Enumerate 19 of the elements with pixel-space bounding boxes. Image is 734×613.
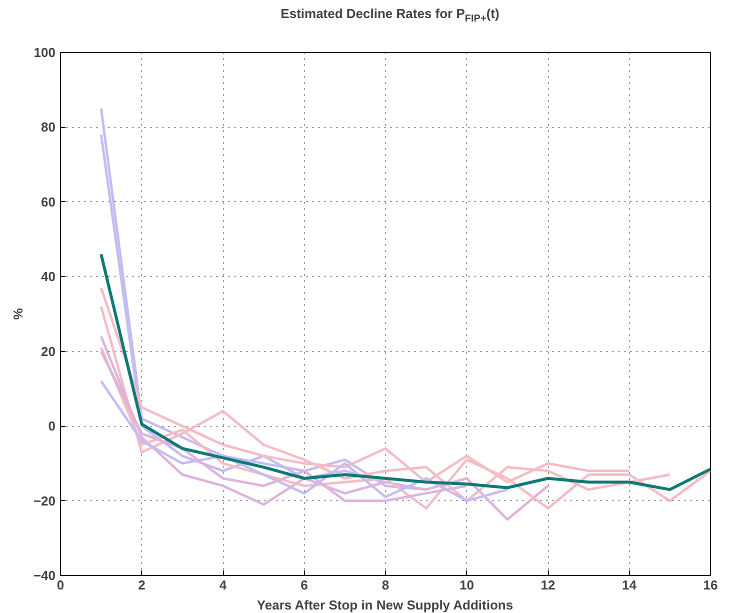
x-tick-label: 12 <box>540 578 556 592</box>
x-tick-label: 2 <box>138 578 146 592</box>
y-axis-title: % <box>10 308 26 320</box>
y-tick-label: 80 <box>41 120 56 135</box>
y-tick-label: 40 <box>41 269 56 284</box>
x-tick-label: 8 <box>382 578 390 592</box>
x-axis-title: Years After Stop in New Supply Additions <box>256 598 514 612</box>
y-tick-label: 0 <box>48 418 56 434</box>
y-tick-label: 20 <box>41 344 56 359</box>
x-tick-label: 10 <box>460 578 474 592</box>
x-tick-label: 14 <box>622 578 638 592</box>
y-tick-label: −40 <box>33 568 56 583</box>
y-tick-label: −20 <box>33 493 56 508</box>
x-tick-label: 16 <box>703 578 718 592</box>
x-tick-label: 6 <box>300 578 308 592</box>
chart-title: Estimated Decline Rates for P$_{FIP+}$(t) <box>280 5 500 27</box>
y-tick-label: 60 <box>41 194 56 210</box>
x-tick-label: 4 <box>219 578 228 592</box>
y-tick-label: 100 <box>34 45 56 60</box>
